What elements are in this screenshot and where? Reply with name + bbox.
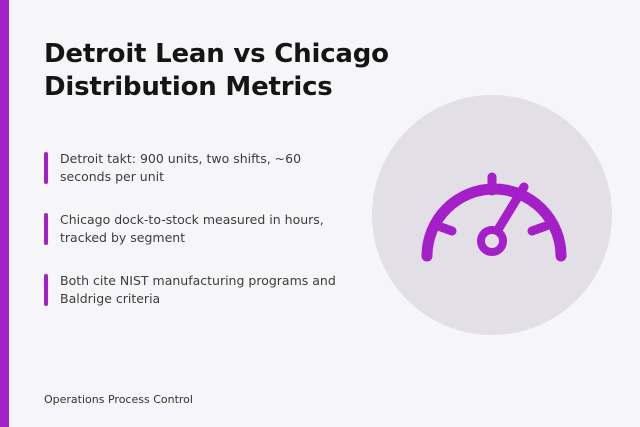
gauge-needle bbox=[494, 182, 529, 233]
bullet-marker bbox=[44, 274, 48, 306]
bullet-text: Detroit takt: 900 units, two shifts, ~60… bbox=[60, 151, 302, 184]
gauge-tick bbox=[433, 221, 457, 236]
footer-label: Operations Process Control bbox=[44, 393, 193, 406]
speedometer-icon bbox=[421, 172, 567, 262]
bullet-text: Both cite NIST manufacturing programs an… bbox=[60, 273, 336, 306]
bullet-item: Detroit takt: 900 units, two shifts, ~60… bbox=[44, 150, 344, 186]
gauge-hub bbox=[477, 226, 507, 256]
bullet-marker bbox=[44, 152, 48, 184]
bullet-item: Chicago dock-to-stock measured in hours,… bbox=[44, 211, 344, 247]
bullet-item: Both cite NIST manufacturing programs an… bbox=[44, 272, 344, 308]
bullet-text: Chicago dock-to-stock measured in hours,… bbox=[60, 212, 324, 245]
bullet-marker bbox=[44, 213, 48, 245]
gauge-tick bbox=[527, 221, 551, 236]
illustration-circle bbox=[372, 95, 612, 335]
slide-title: Detroit Lean vs Chicago Distribution Met… bbox=[44, 39, 389, 102]
accent-bar bbox=[0, 0, 9, 427]
gauge-arc bbox=[421, 183, 567, 262]
bullet-list: Detroit takt: 900 units, two shifts, ~60… bbox=[44, 150, 344, 333]
